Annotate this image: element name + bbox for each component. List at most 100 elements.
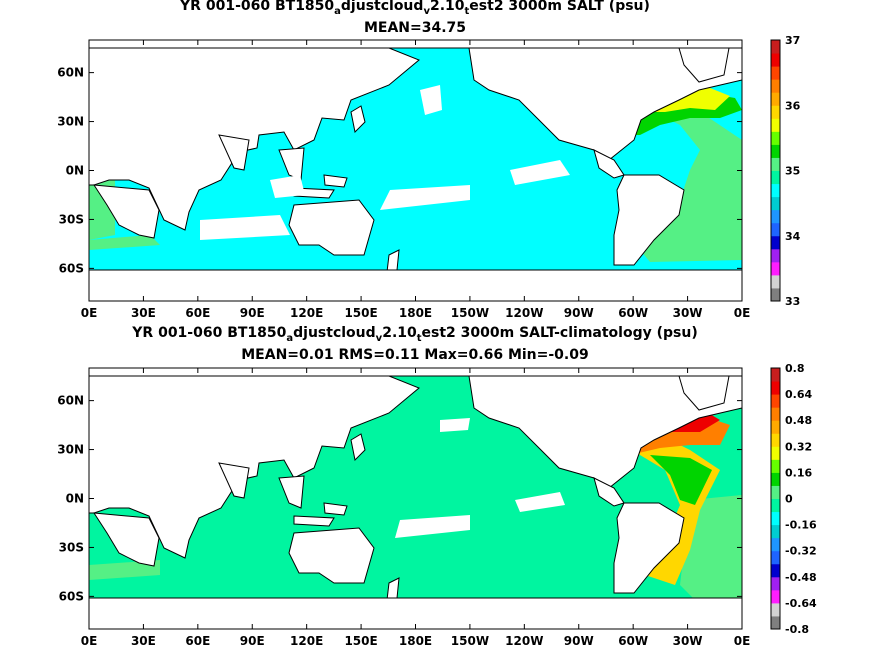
panel2-colorbar-frame (770, 367, 781, 630)
panel2-colorbar-swatch (771, 537, 780, 552)
panel1-xtick-label: 120W (505, 306, 543, 320)
panel1-xtick-label: 150E (344, 306, 377, 320)
panel2-colorbar-swatch (771, 498, 780, 513)
panel2-xtick-label: 60E (185, 634, 210, 648)
panel1-ytick-label: 60N (57, 66, 84, 80)
panel1-atlantic-light (620, 95, 742, 262)
panel1-colorbar-swatch (771, 118, 780, 132)
panel1-colorbar-swatch (771, 287, 780, 302)
panel1-xtick-label: 120E (290, 306, 323, 320)
panel2-colorbar-swatch (771, 472, 780, 486)
panel1-indian-green2 (89, 235, 160, 250)
panel1-colorbar-swatch (771, 66, 780, 80)
panel2-colorbar-swatch (771, 433, 780, 447)
panel2-xtick-label: 90W (564, 634, 594, 648)
panel2-colorbar-swatch (771, 485, 780, 499)
panel1-xtick-label: 90W (564, 306, 594, 320)
panel2-xtick-label: 180E (399, 634, 432, 648)
panel2-colorbar-label: 0.8 (785, 362, 805, 375)
panel2-colorbar-swatch (771, 602, 780, 617)
panel1-ytick-label: 60S (59, 261, 84, 275)
panel2-colorbar-swatch (771, 368, 780, 382)
panel2-ytick-label: 60S (59, 589, 84, 603)
panel2-xtick-label: 60W (618, 634, 648, 648)
panel2-colorbar-swatch (771, 407, 780, 421)
panel1-colorbar-swatch (771, 261, 780, 276)
panel2-colorbar-swatch (771, 524, 780, 539)
panel1-xtick-label: 30W (673, 306, 703, 320)
panel2-colorbar-label: -0.8 (785, 623, 809, 636)
panel1-stats: MEAN=34.75 (363, 20, 467, 36)
panel2-xtick-label: 150E (344, 634, 377, 648)
panel1-colorbar-swatch (771, 79, 780, 93)
panel1-title: YR 001-060 BT1850adjustcloudv2.10test2 3… (180, 0, 650, 17)
panel1-colorbar-label: 36 (785, 99, 801, 112)
panel2-colorbar-swatch (771, 381, 780, 395)
panel1-colorbar-label: 33 (785, 295, 800, 308)
panel2-colorbar-label: 0.32 (785, 440, 812, 453)
panel1-colorbar-swatch (771, 209, 780, 224)
panel2-xtick-label: 30E (131, 634, 156, 648)
panel2-colorbar-label: -0.48 (785, 571, 817, 584)
panel1-colorbar-swatch (771, 144, 780, 158)
panel2-xtick-label: 30W (673, 634, 703, 648)
panel2-ytick-label: 60N (57, 394, 84, 408)
panel2-colorbar-swatch (771, 615, 780, 630)
panel2-colorbar-label: -0.64 (785, 597, 817, 610)
panel2-colorbar-swatch (771, 576, 780, 591)
panel2-colorbar-label: -0.16 (785, 519, 817, 532)
panel1-colorbar-frame (770, 39, 781, 302)
panel1-xtick-label: 90E (240, 306, 265, 320)
panel1-colorbar-swatch (771, 157, 780, 171)
panel1-xtick-label: 0E (734, 306, 751, 320)
panel2-xtick-label: 120W (505, 634, 543, 648)
panel2-colorbar-swatch (771, 511, 780, 526)
panel2-colorbar-label: 0 (785, 493, 793, 506)
panel1-xtick-label: 150W (451, 306, 489, 320)
panel1-xtick-label: 60E (185, 306, 210, 320)
panel2-map (89, 368, 742, 629)
panel1-colorbar-swatch (771, 131, 780, 145)
panel1-colorbar-swatch (771, 248, 780, 263)
panel2-indian-light (89, 560, 160, 580)
panel2-xtick-label: 0E (734, 634, 751, 648)
panel1-ytick-label: 30N (57, 115, 84, 129)
panel1-colorbar-label: 35 (785, 165, 800, 178)
panel1-xtick-label: 60W (618, 306, 648, 320)
panel2-xtick-label: 0E (81, 634, 98, 648)
panel1-xtick-label: 0E (81, 306, 98, 320)
panel1-colorbar-swatch (771, 105, 780, 119)
panel1-map (89, 40, 742, 301)
panel2-colorbar-label: 0.16 (785, 466, 812, 479)
panel2-xtick-label: 90E (240, 634, 265, 648)
panel2-xtick-label: 150W (451, 634, 489, 648)
panel2-colorbar-swatch (771, 420, 780, 434)
panel1-colorbar-swatch (771, 53, 780, 67)
panel1-colorbar-label: 34 (785, 230, 801, 243)
panel2-stats: MEAN=0.01 RMS=0.11 Max=0.66 Min=-0.09 (241, 347, 589, 363)
panel1-colorbar-swatch (771, 40, 780, 54)
panel1-ridges (200, 85, 570, 240)
panel2-ytick-label: 30S (59, 540, 84, 554)
panel2-colorbar-swatch (771, 563, 780, 578)
panel1-colorbar-swatch (771, 235, 780, 250)
panel2-colorbar-swatch (771, 394, 780, 408)
panel1-xtick-label: 180E (399, 306, 432, 320)
panel1-colorbar-swatch (771, 274, 780, 289)
panel2-colorbar-swatch (771, 459, 780, 473)
panel2-ytick-label: 30N (57, 443, 84, 457)
panel2-ytick-label: 0N (66, 492, 84, 506)
panel1-colorbar-swatch (771, 170, 780, 185)
panel2-colorbar-label: 0.64 (785, 388, 812, 401)
panel1-colorbar-swatch (771, 196, 780, 211)
panel2-xtick-label: 120E (290, 634, 323, 648)
panel2-ridges (395, 418, 565, 538)
panel2-colorbar-swatch (771, 589, 780, 604)
panel2-colorbar-label: 0.48 (785, 414, 812, 427)
panel1-colorbar-label: 37 (785, 34, 800, 47)
panel1-colorbar-swatch (771, 92, 780, 106)
panel1-ytick-label: 30S (59, 212, 84, 226)
panel2-colorbar-swatch (771, 446, 780, 460)
panel1-xtick-label: 30E (131, 306, 156, 320)
